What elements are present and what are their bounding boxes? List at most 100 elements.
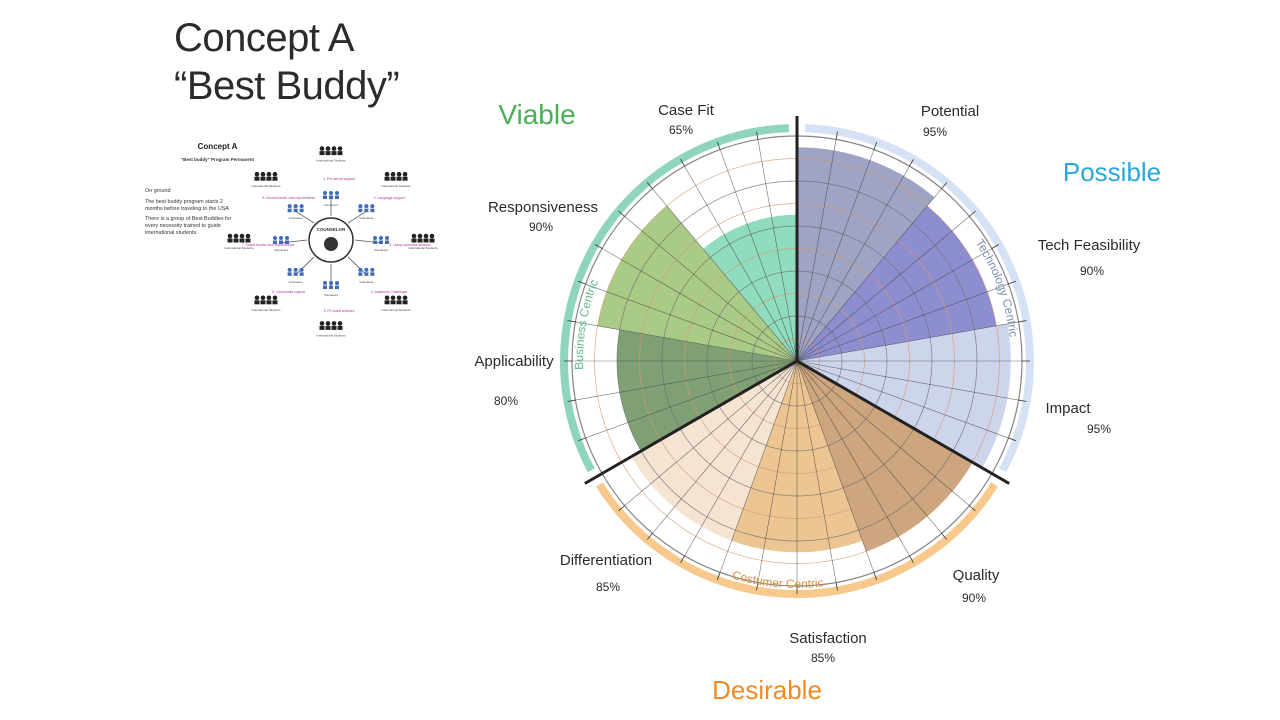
value-label-satisfaction: 85% <box>811 651 835 665</box>
diagram-arrow <box>295 210 315 224</box>
student-head <box>384 295 390 301</box>
grid-tick <box>835 582 838 591</box>
person-body <box>385 240 389 244</box>
student-body <box>384 176 390 181</box>
student-group-label: International Students <box>251 184 281 188</box>
volunteer-label: Volunteers <box>289 216 304 220</box>
category-label-satisfaction: Satisfaction <box>789 630 867 647</box>
grid-spoke <box>585 283 798 362</box>
grid-spoke <box>796 216 970 362</box>
student-head <box>319 321 325 326</box>
person-body <box>358 208 363 213</box>
grid-tick <box>969 505 976 512</box>
student-head <box>245 233 251 239</box>
person-head <box>370 267 375 272</box>
student-body <box>254 300 260 305</box>
counselor-label: COUNSELOR <box>317 227 347 232</box>
volunteer-label: Volunteers <box>324 293 339 297</box>
grid-spoke <box>796 139 837 362</box>
grid-spoke <box>624 216 798 362</box>
grid-spoke <box>796 360 837 583</box>
student-body <box>411 238 417 243</box>
student-group-icon <box>411 233 435 243</box>
slide-title-line1: Concept A <box>174 16 355 60</box>
student-body <box>337 151 343 156</box>
person-head <box>287 204 292 209</box>
grid-spoke <box>575 321 798 362</box>
category-label-impact: Impact <box>1045 400 1091 417</box>
student-body <box>384 300 390 305</box>
category-label-quality: Quality <box>953 567 1000 584</box>
student-group-icon <box>227 233 251 243</box>
grid-spoke <box>796 149 875 362</box>
student-head <box>239 233 245 239</box>
slide-title: Concept A “Best Buddy” <box>174 14 400 110</box>
value-label-impact: 95% <box>1087 422 1111 436</box>
person-body <box>335 195 339 199</box>
person-head <box>329 191 333 195</box>
grid-spoke <box>652 188 798 362</box>
diagram-arrow <box>347 210 367 224</box>
student-body <box>233 238 239 243</box>
segment-quality <box>797 361 973 552</box>
student-head <box>227 233 233 239</box>
value-label-case-fit: 65% <box>669 123 693 137</box>
student-head <box>384 171 390 177</box>
volunteer-group-icon <box>287 267 304 276</box>
segment-responsiveness <box>597 205 797 361</box>
person-head <box>287 267 292 272</box>
grid-spoke <box>796 248 993 362</box>
student-head <box>411 233 417 239</box>
person-head <box>335 281 339 285</box>
person-body <box>299 272 304 276</box>
student-body <box>319 325 325 330</box>
thumbnail-subtitle: "Best buddy" Program Permanent <box>180 157 255 162</box>
value-label-quality: 90% <box>962 591 986 605</box>
grid-spoke <box>796 321 1019 362</box>
student-head <box>272 171 278 177</box>
student-body <box>396 300 402 305</box>
student-head <box>254 295 260 301</box>
person-head <box>385 236 389 240</box>
student-head <box>325 321 331 326</box>
grid-tick <box>991 244 999 249</box>
person-body <box>358 272 363 276</box>
person-head <box>323 191 327 195</box>
diagram-arrow <box>347 256 367 276</box>
person-head <box>358 204 363 209</box>
grid-tick <box>756 582 759 591</box>
person-head <box>293 267 298 272</box>
value-label-applicability: 80% <box>494 394 518 408</box>
person-head <box>273 236 277 240</box>
student-group-icon <box>254 295 278 305</box>
student-body <box>331 325 337 330</box>
person-head <box>299 204 304 209</box>
step-label: 2. Language support <box>374 196 405 200</box>
value-label-potential: 95% <box>923 125 947 139</box>
group-divider <box>796 359 1010 485</box>
student-body <box>423 238 429 243</box>
grid-spoke <box>796 360 942 534</box>
grid-tick <box>969 210 976 217</box>
student-body <box>402 176 408 181</box>
student-group-icon <box>254 171 278 181</box>
grid-tick <box>1018 399 1027 402</box>
student-body <box>260 176 266 181</box>
person-head <box>329 281 333 285</box>
grid-tick <box>646 533 653 540</box>
person-head <box>379 236 383 240</box>
grid-tick <box>835 131 838 140</box>
category-label-responsiveness: Responsiveness <box>488 199 598 216</box>
counselor-icon <box>324 237 338 251</box>
person-head <box>285 236 289 240</box>
student-body <box>239 238 245 243</box>
person-body <box>364 208 369 213</box>
grid-spoke <box>601 248 798 362</box>
volunteer-group-icon <box>373 236 389 244</box>
step-label: 6. Community support <box>272 290 305 294</box>
step-label: 4. Academic Challenges <box>371 290 408 294</box>
grid-spoke <box>796 165 910 362</box>
student-group-icon <box>319 146 343 156</box>
volunteer-label: Volunteers <box>374 248 389 252</box>
volunteer-group-icon <box>323 281 339 289</box>
